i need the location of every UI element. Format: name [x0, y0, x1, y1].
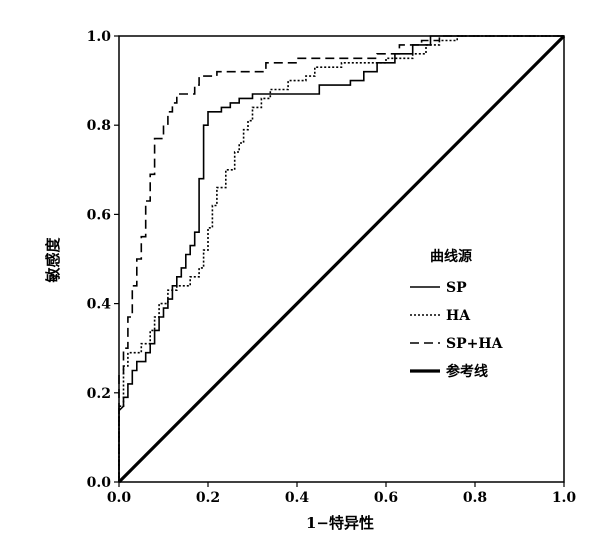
series-line-3 [117, 34, 566, 484]
y-axis-label: 敏感度 [44, 237, 62, 284]
x-tick-label: 0.6 [374, 490, 398, 506]
x-tick-label: 0.8 [463, 490, 487, 506]
x-axis-label: 1−特异性 [306, 514, 374, 532]
axis-ticks: 0.00.0 0.2 0.2 0.4 0.4 0.6 0.6 0.8 0.8 1.0 1.0 [87, 29, 577, 506]
series-line-1 [118, 35, 564, 482]
y-tick-label: 0.0 [87, 475, 112, 491]
y-tick-label: 1.0 [87, 29, 112, 45]
legend-label: SP [446, 280, 467, 296]
legend-label: SP+HA [446, 336, 504, 352]
x-tick-label: 1.0 [552, 490, 577, 506]
series-line-0 [118, 35, 564, 482]
plot-frame [118, 35, 565, 483]
legend-label: HA [446, 308, 471, 324]
x-tick-label: 0.2 [196, 490, 220, 506]
y-tick-label: 0.6 [87, 207, 111, 223]
x-tick-label: 0.4 [285, 490, 310, 506]
x-tick-label: 0.0 [107, 490, 132, 506]
legend: 曲线源 SP HA SP+HA 参考线 [410, 248, 504, 380]
y-tick-label: 0.4 [87, 297, 112, 313]
series-line-2 [118, 35, 564, 482]
y-tick-label: 0.2 [87, 386, 111, 402]
y-tick-label: 0.8 [87, 118, 111, 134]
plot-lines [117, 34, 566, 484]
legend-title: 曲线源 [430, 248, 472, 265]
legend-label: 参考线 [446, 363, 488, 380]
